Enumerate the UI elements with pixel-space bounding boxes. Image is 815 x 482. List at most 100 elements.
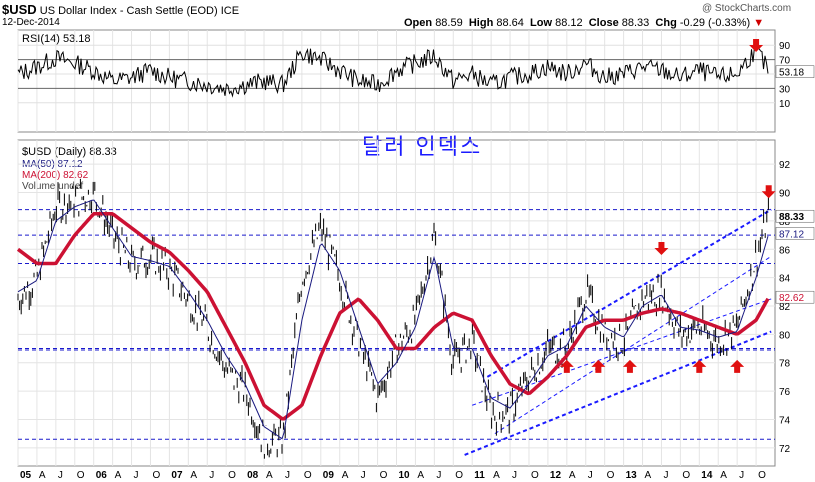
x-tick-label: J — [588, 470, 593, 481]
x-tick-label: O — [682, 470, 690, 481]
x-tick-label: J — [285, 470, 290, 481]
x-tick-label: A — [39, 470, 46, 481]
high-value: 88.64 — [496, 17, 524, 29]
channel-line — [486, 208, 772, 378]
x-tick-label: J — [512, 470, 517, 481]
chg-value: -0.29 (-0.33%) — [679, 17, 751, 29]
price-legend-main: $USD (Daily) 88.33 — [22, 146, 117, 158]
down-arrow-icon — [761, 185, 776, 199]
x-tick-label: 12 — [550, 470, 562, 481]
last-price-tag: 88.33 — [779, 212, 804, 223]
rsi-tag-box — [775, 65, 815, 78]
rsi-tick-label: 90 — [779, 41, 791, 52]
ma200-tag: 82.62 — [779, 293, 804, 304]
x-tick-label: A — [645, 470, 652, 481]
x-tick-label: O — [758, 470, 766, 481]
x-tick-label: A — [342, 470, 349, 481]
x-tick-label: J — [58, 470, 63, 481]
x-tick-label: A — [266, 470, 273, 481]
up-arrow-icon — [559, 359, 574, 373]
x-tick-label: A — [190, 470, 197, 481]
price-tick-label: 78 — [779, 359, 791, 370]
x-tick-label: O — [380, 470, 388, 481]
x-tick-label: 05 — [20, 470, 32, 481]
instrument-name: US Dollar Index - Cash Settle (EOD) — [39, 5, 218, 17]
price-tick-label: 92 — [779, 160, 791, 171]
rsi-tick-label: 10 — [779, 99, 791, 110]
x-tick-label: 08 — [247, 470, 259, 481]
exchange: ICE — [220, 5, 240, 17]
x-tick-label: A — [493, 470, 500, 481]
ma50-tag: 87.12 — [779, 229, 804, 240]
x-tick-label: O — [455, 470, 463, 481]
price-tick-label: 76 — [779, 387, 791, 398]
chart-date: 12-Dec-2014 — [2, 17, 60, 28]
open-label: Open — [404, 17, 433, 29]
x-tick-label: J — [361, 470, 366, 481]
ma200-line — [16, 212, 770, 421]
chg-label: Chg — [655, 17, 677, 29]
x-tick-label: J — [209, 470, 214, 481]
x-tick-label: 10 — [399, 470, 411, 481]
down-triangle-icon: ▼ — [753, 17, 765, 29]
rsi-tag: 53.18 — [779, 68, 804, 79]
open-value: 88.59 — [435, 17, 463, 29]
rsi-legend: RSI(14) 53.18 — [22, 33, 91, 45]
rsi-line — [17, 46, 769, 98]
down-arrow-icon — [749, 39, 764, 52]
x-tick-label: 13 — [626, 470, 638, 481]
x-tick-label: O — [228, 470, 236, 481]
x-tick-label: 07 — [171, 470, 183, 481]
price-tick-label: 82 — [779, 302, 791, 313]
close-label: Close — [588, 17, 619, 29]
rsi-label: RSI(14) — [22, 33, 60, 45]
x-tick-label: A — [417, 470, 424, 481]
x-tick-label: J — [134, 470, 139, 481]
rsi-value: 53.18 — [62, 33, 91, 45]
channel-line — [494, 255, 772, 435]
x-tick-label: A — [569, 470, 576, 481]
watermark: @ StockCharts.com — [702, 3, 792, 14]
high-label: High — [468, 17, 494, 29]
ma200-legend: MA(200) 82.62 — [22, 170, 89, 181]
chart-annotation-title: 달러 인덱스 — [362, 135, 483, 160]
last-price-tag-box — [775, 209, 815, 223]
price-tick-label: 80 — [779, 330, 791, 341]
rsi-tick-label: 70 — [779, 56, 791, 67]
rsi-tick-label: 30 — [779, 84, 791, 95]
x-tick-label: O — [531, 470, 539, 481]
close-value: 88.33 — [621, 17, 650, 29]
x-tick-label: O — [152, 470, 160, 481]
up-arrow-icon — [730, 359, 745, 373]
down-arrow-icon — [654, 241, 669, 255]
ma50-line — [17, 199, 769, 440]
price-tick-label: 74 — [779, 415, 791, 426]
x-tick-label: 11 — [474, 470, 485, 481]
x-tick-label: A — [720, 470, 727, 481]
ma50-tag-box — [775, 227, 815, 240]
price-tick-label: 84 — [779, 274, 791, 285]
up-arrow-icon — [692, 359, 707, 373]
x-tick-label: J — [663, 470, 668, 481]
x-tick-label: 06 — [96, 470, 108, 481]
chart-header-title: $USD US Dollar Index - Cash Settle (EOD)… — [2, 2, 239, 17]
x-tick-label: A — [115, 470, 122, 481]
up-arrow-icon — [622, 359, 637, 373]
x-tick-label: O — [607, 470, 615, 481]
symbol: $USD — [2, 2, 37, 17]
x-tick-label: J — [436, 470, 441, 481]
ohlc-readout: Open 88.59 High 88.64 Low 88.12 Close 88… — [404, 17, 764, 29]
x-tick-label: 14 — [701, 470, 713, 481]
x-tick-label: 09 — [323, 470, 335, 481]
price-tick-label: 72 — [779, 444, 791, 455]
x-tick-label: O — [77, 470, 85, 481]
low-label: Low — [530, 17, 553, 29]
up-arrow-icon — [591, 359, 606, 373]
volume-legend: Volume undef — [22, 181, 84, 192]
low-value: 88.12 — [555, 17, 583, 29]
ma200-tag-box — [775, 290, 815, 304]
price-tick-label: 90 — [779, 189, 791, 200]
price-tick-label: 86 — [779, 245, 791, 256]
x-tick-label: J — [739, 470, 744, 481]
